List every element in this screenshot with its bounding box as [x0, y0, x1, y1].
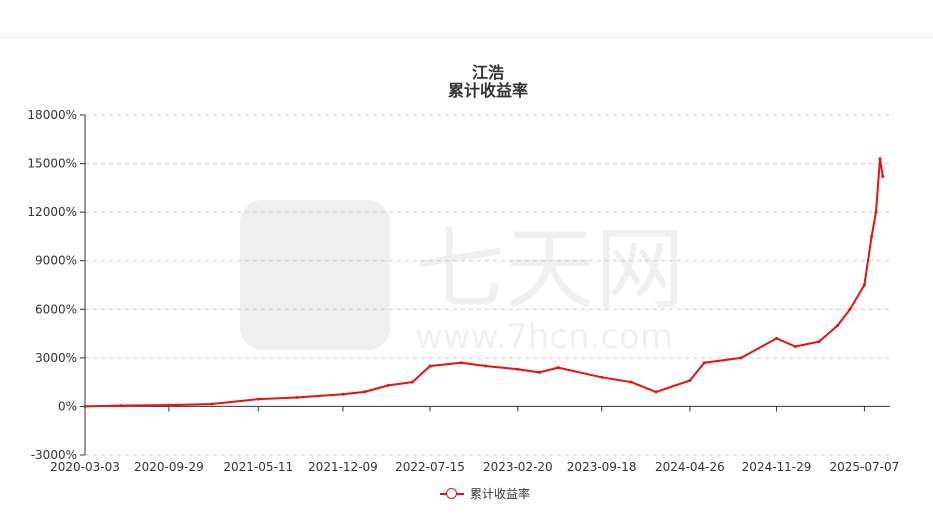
data-point [556, 366, 560, 370]
data-point [516, 367, 520, 371]
x-tick-label: 2020-03-03 [50, 460, 120, 474]
data-point [295, 396, 299, 399]
data-point [83, 404, 87, 408]
watermark-url: www.7hcn.com [415, 317, 673, 357]
data-point [848, 307, 852, 311]
x-axis: 2020-03-03 2020-09-29 2021-05-11 2021-12-09… [50, 405, 900, 474]
data-point [341, 392, 345, 396]
watermark-brand: 七天网 [415, 217, 685, 322]
legend-label: 累计收益率 [470, 487, 531, 501]
chart-subtitle: 累计收益率 [447, 81, 528, 100]
y-tick-label: 15000% [27, 157, 77, 171]
data-point [739, 356, 743, 360]
data-point [119, 404, 123, 408]
data-point [629, 380, 633, 384]
data-point [881, 175, 885, 178]
y-tick-label: 9000% [35, 254, 77, 268]
y-tick-label: 3000% [35, 351, 77, 365]
y-axis: -3000% 0% 3000% 6000% 9000% 12000% 15000% 18000… [27, 108, 86, 462]
chart-title: 江浩 [471, 63, 504, 82]
data-point [874, 210, 878, 214]
data-point [817, 340, 821, 344]
data-point [654, 390, 658, 394]
data-point [775, 336, 779, 340]
x-tick-label: 2023-09-18 [567, 460, 637, 474]
x-tick-label: 2021-12-09 [308, 460, 378, 474]
x-tick-label: 2020-09-29 [134, 460, 204, 474]
y-tick-label: 18000% [27, 108, 77, 122]
x-tick-label: 2021-05-11 [223, 460, 293, 474]
data-point [600, 375, 604, 379]
legend[interactable]: 累计收益率 [440, 485, 530, 502]
top-divider [0, 37, 933, 38]
data-point [210, 402, 214, 406]
legend-line-icon [440, 487, 464, 500]
data-point [870, 234, 874, 238]
data-point [459, 361, 463, 365]
data-point [363, 390, 366, 394]
grid-lines [85, 114, 890, 456]
x-tick-label: 2025-07-07 [830, 460, 900, 474]
data-point [428, 364, 432, 368]
y-tick-label: 0% [58, 399, 77, 413]
x-tick-label: 2024-04-26 [655, 460, 725, 474]
data-point [862, 283, 866, 287]
data-point [836, 324, 840, 327]
data-point [386, 383, 390, 387]
data-point [256, 397, 260, 401]
watermark: 七天网 www.7hcn.com [240, 200, 685, 357]
data-point [702, 361, 706, 365]
y-tick-label: 12000% [27, 205, 77, 219]
series-line [84, 157, 884, 408]
watermark-logo [240, 200, 390, 350]
data-point [484, 364, 487, 368]
x-tick-label: 2023-02-20 [483, 460, 553, 474]
y-tick-label: 6000% [35, 302, 77, 316]
y-tick-label: -3000% [31, 448, 77, 462]
x-tick-label: 2022-07-15 [395, 460, 465, 474]
data-point [410, 380, 414, 384]
x-tick-label: 2024-11-29 [742, 460, 812, 474]
data-point [537, 370, 541, 374]
series-layer [83, 157, 885, 408]
data-point [167, 403, 171, 407]
data-point [793, 345, 797, 348]
data-point [688, 379, 692, 382]
data-point [878, 157, 882, 161]
